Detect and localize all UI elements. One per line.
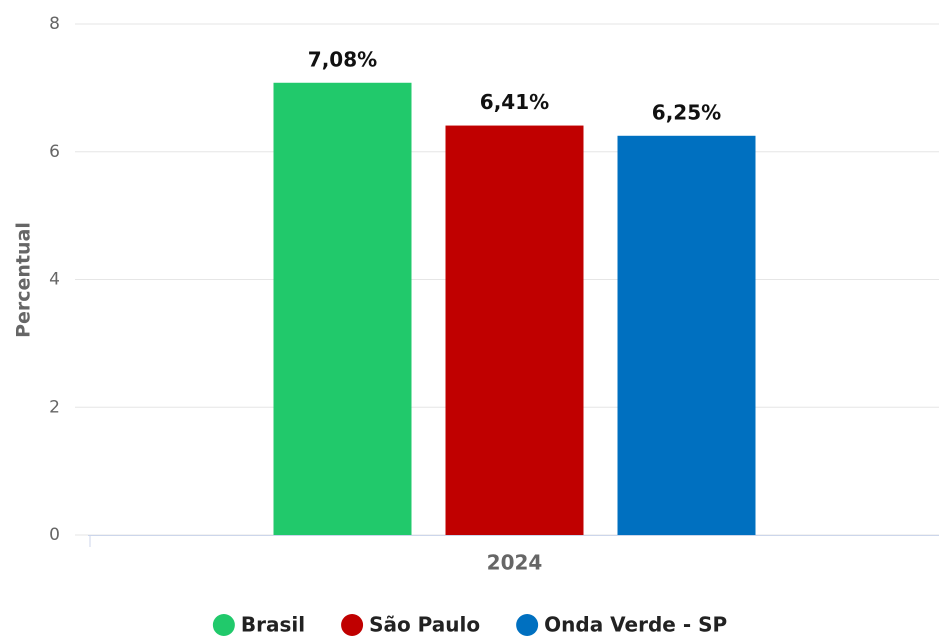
bar (273, 82, 412, 535)
legend-marker (212, 614, 235, 636)
legend-marker (516, 614, 539, 636)
bar (617, 135, 756, 535)
bar (445, 125, 584, 535)
y-tick-label: 6 (49, 142, 60, 162)
y-axis-label: Percentual (13, 222, 35, 338)
value-label: 7,08% (308, 47, 377, 71)
y-tick-label: 8 (49, 14, 60, 34)
legend-label: São Paulo (369, 613, 480, 637)
y-tick-label: 0 (49, 525, 60, 545)
y-tick-label: 4 (49, 270, 60, 290)
value-label: 6,25% (652, 100, 721, 124)
x-tick-label: 2024 (487, 551, 543, 575)
legend-label: Brasil (241, 613, 305, 637)
legend-label: Onda Verde - SP (544, 613, 727, 637)
value-label: 6,41% (480, 90, 549, 114)
legend-marker (341, 614, 364, 636)
y-tick-label: 2 (49, 397, 60, 417)
